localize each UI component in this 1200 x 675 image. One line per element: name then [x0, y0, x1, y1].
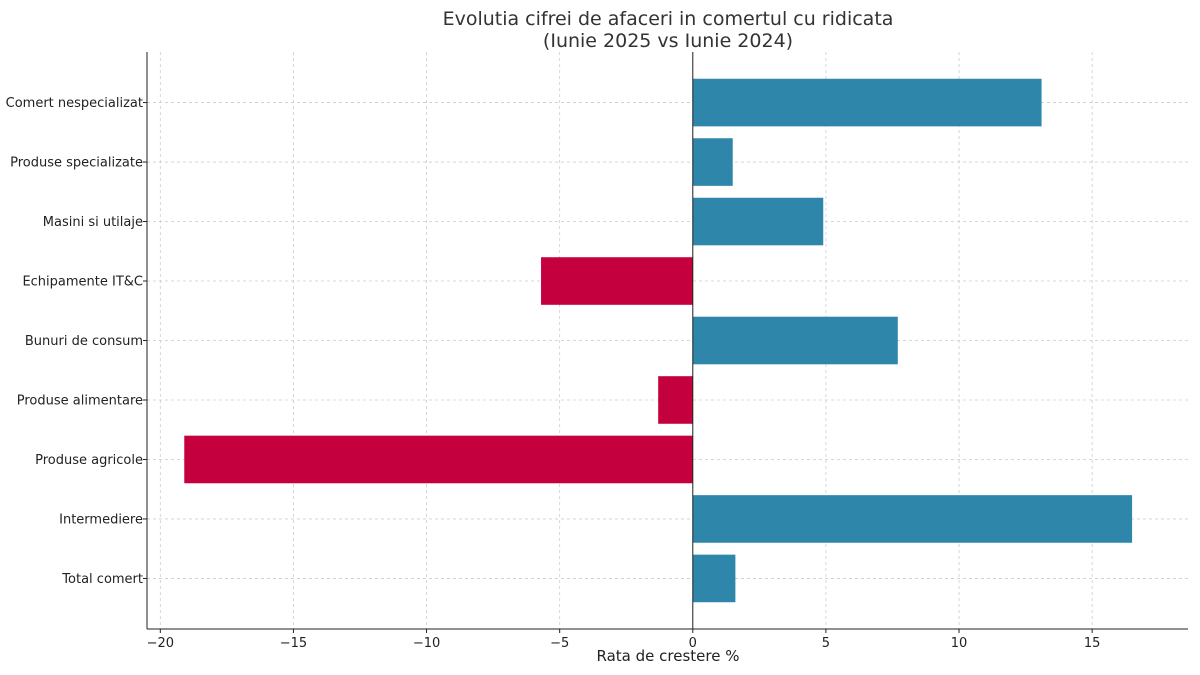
bar-bunuri-de-consum — [692, 316, 898, 365]
bars — [184, 78, 1133, 603]
bar-total-comert — [692, 554, 736, 603]
bar-masini-si-utilaje — [692, 197, 824, 246]
bar-comert-nespecializat — [692, 78, 1042, 127]
y-tick-label: Total comert — [61, 572, 143, 587]
chart-subtitle: (Iunie 2025 vs Iunie 2024) — [543, 30, 793, 52]
x-tick-label: 15 — [1084, 636, 1101, 651]
y-tick-label: Produse alimentare — [17, 393, 143, 408]
x-tick-label: 10 — [951, 636, 968, 651]
y-tick-label: Masini si utilaje — [43, 215, 143, 230]
y-tick-labels: Total comert Intermediere Produse agricole… — [6, 96, 143, 587]
y-tick-label: Intermediere — [59, 512, 143, 527]
bar-produse-alimentare — [658, 376, 693, 424]
x-tick-label: −15 — [280, 636, 307, 651]
x-tick-labels: −20 −15 −10 −5 0 5 10 15 — [147, 636, 1101, 651]
bar-intermediere — [692, 495, 1133, 543]
y-tick-label: Produse agricole — [35, 453, 143, 468]
y-tick-label: Echipamente IT&C — [22, 275, 143, 290]
bar-echipamente-it-c — [541, 257, 693, 305]
x-tick-label: −20 — [147, 636, 174, 651]
bar-produse-agricole — [184, 435, 693, 484]
axes — [143, 52, 1188, 633]
x-axis-label: Rata de crestere % — [597, 647, 740, 665]
y-tick-label: Comert nespecializat — [6, 96, 143, 111]
y-tick-label: Bunuri de consum — [25, 334, 143, 349]
chart-title: Evolutia cifrei de afaceri in comertul c… — [443, 8, 894, 30]
x-tick-label: 5 — [822, 636, 830, 651]
x-tick-label: −5 — [550, 636, 569, 651]
bar-produse-specializate — [692, 138, 733, 186]
x-tick-label: −10 — [413, 636, 440, 651]
x-tick-label: 0 — [689, 636, 697, 651]
y-tick-label: Produse specializate — [10, 156, 143, 171]
